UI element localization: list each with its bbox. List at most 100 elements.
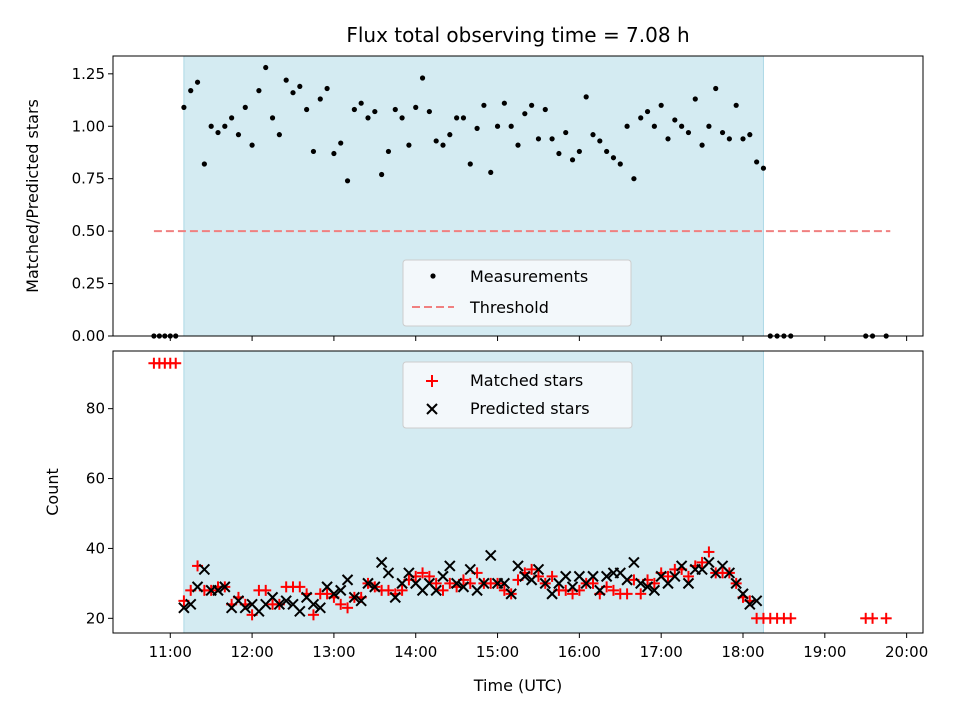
predicted-star-point bbox=[560, 570, 572, 583]
measurement-point bbox=[631, 176, 637, 182]
measurement-point bbox=[242, 104, 248, 110]
matched-star-point bbox=[437, 584, 449, 596]
matched-star-point bbox=[867, 612, 879, 624]
predicted-star-point bbox=[307, 598, 320, 611]
measurement-point bbox=[426, 108, 432, 115]
matched-star-point bbox=[696, 556, 708, 568]
ratio-panel-frame bbox=[112, 55, 924, 337]
measurement-point bbox=[529, 102, 535, 108]
measurement-point bbox=[624, 123, 630, 129]
predicted-star-point bbox=[198, 563, 211, 576]
ratio-panel: 0.00 0.25 0.50 0.75 1.00 1.25 Flux total obse… bbox=[23, 23, 924, 345]
predicted-star-point bbox=[450, 577, 463, 590]
predicted-star-point bbox=[498, 577, 511, 590]
predicted-star-point bbox=[273, 598, 286, 611]
measurement-point bbox=[583, 94, 589, 100]
predicted-star-point bbox=[464, 563, 476, 576]
measurement-point bbox=[310, 148, 317, 155]
measurement-point bbox=[494, 123, 501, 129]
predicted-star-point bbox=[403, 567, 415, 579]
measurement-point bbox=[481, 102, 487, 108]
predicted-star-point bbox=[485, 549, 497, 562]
predicted-star-point bbox=[750, 595, 763, 607]
measurement-point bbox=[358, 100, 364, 106]
predicted-star-point bbox=[675, 560, 688, 572]
measurement-point bbox=[474, 125, 480, 131]
measurement-point bbox=[760, 165, 767, 171]
matched-star-point bbox=[546, 570, 558, 582]
predicted-star-point bbox=[628, 556, 640, 569]
measurement-point bbox=[719, 129, 726, 136]
measurement-point bbox=[617, 161, 623, 167]
time-x-tick-label: 17:00 bbox=[640, 643, 683, 661]
measurement-point bbox=[467, 161, 473, 167]
predicted-star-point bbox=[744, 598, 756, 611]
matched-star-point bbox=[621, 588, 633, 600]
measurement-point bbox=[685, 129, 692, 136]
measurement-point bbox=[754, 159, 760, 165]
predicted-star-point bbox=[328, 588, 340, 600]
predicted-star-point bbox=[239, 602, 251, 614]
predicted-star-point bbox=[587, 570, 599, 583]
measurement-point bbox=[535, 136, 542, 142]
measurement-point bbox=[454, 115, 460, 121]
predicted-star-point bbox=[369, 581, 381, 593]
predicted-star-point bbox=[437, 570, 449, 583]
measurement-point bbox=[522, 111, 528, 117]
matched-star-point bbox=[170, 357, 182, 369]
measurement-point bbox=[488, 169, 494, 176]
count-y-axis-label: Count bbox=[43, 468, 62, 516]
legend-threshold-label: Threshold bbox=[469, 298, 549, 317]
measurement-point bbox=[556, 150, 562, 157]
matched-star-point bbox=[423, 570, 435, 582]
measurement-point bbox=[235, 132, 242, 138]
matched-star-point bbox=[526, 563, 538, 575]
predicted-star-point bbox=[478, 577, 490, 590]
measurement-point bbox=[447, 132, 453, 138]
legend-measurements-marker bbox=[430, 273, 436, 279]
measurement-point bbox=[297, 83, 303, 90]
measurement-point bbox=[644, 108, 651, 115]
predicted-star-point bbox=[635, 577, 647, 590]
matched-star-point bbox=[703, 546, 715, 558]
predicted-star-point bbox=[641, 581, 654, 593]
predicted-star-point bbox=[219, 581, 231, 593]
predicted-star-point bbox=[682, 577, 695, 590]
matched-star-point bbox=[342, 602, 354, 614]
matched-star-point bbox=[785, 612, 797, 624]
matched-star-point bbox=[396, 584, 408, 596]
legend-matched-label: Matched stars bbox=[470, 371, 583, 390]
measurement-point bbox=[201, 161, 207, 167]
measurement-point bbox=[590, 132, 596, 138]
time-x-tick-label: 16:00 bbox=[558, 643, 601, 661]
predicted-star-point bbox=[703, 556, 715, 569]
measurement-point bbox=[222, 123, 228, 129]
matched-star-point bbox=[444, 577, 456, 589]
measurement-point bbox=[399, 115, 405, 121]
predicted-star-point bbox=[178, 602, 190, 614]
measurement-point bbox=[365, 115, 371, 121]
matched-star-point bbox=[417, 567, 429, 579]
matched-star-point bbox=[607, 584, 619, 596]
predicted-star-point bbox=[525, 574, 538, 586]
ratio-y-tick-label: 0.75 bbox=[72, 170, 105, 188]
matched-star-point bbox=[294, 581, 306, 593]
ratio-y-tick-label: 0.25 bbox=[72, 275, 105, 293]
predicted-star-point bbox=[730, 577, 742, 590]
measurement-point bbox=[283, 77, 289, 83]
measurement-point bbox=[344, 178, 351, 184]
measurement-point bbox=[331, 150, 337, 157]
predicted-star-point bbox=[532, 563, 545, 576]
predicted-star-point bbox=[341, 574, 354, 586]
measurement-point bbox=[576, 148, 582, 155]
count-y-axis: 20 40 60 80 bbox=[86, 400, 113, 627]
predicted-star-point bbox=[539, 577, 551, 590]
legend-predicted-marker bbox=[426, 403, 438, 415]
predicted-star-point bbox=[191, 581, 204, 593]
matched-star-point bbox=[307, 609, 319, 621]
measurement-point bbox=[229, 115, 235, 121]
measurement-point bbox=[549, 136, 555, 142]
measurement-point bbox=[433, 138, 439, 144]
predicted-star-point bbox=[294, 605, 306, 618]
